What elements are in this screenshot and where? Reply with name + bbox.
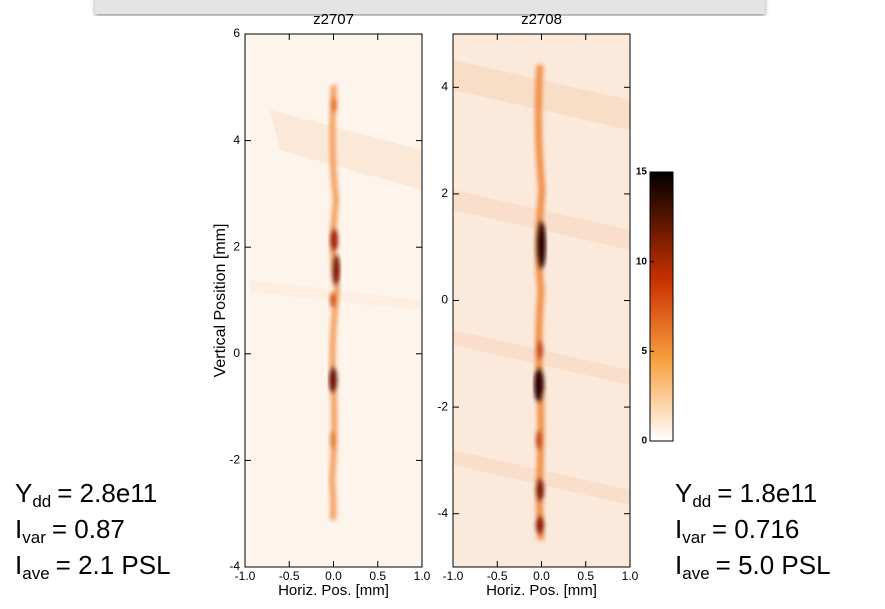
annotation: Ydd = 2.8e11 — [15, 478, 157, 512]
x-tick-label: -1.0 — [235, 569, 256, 583]
annotation-subscript: dd — [32, 492, 51, 511]
colorbar-tick-label: 10 — [636, 256, 648, 267]
x-tick-label: 0.0 — [533, 569, 550, 583]
annotation: Ivar = 0.716 — [675, 514, 799, 548]
annotation-subscript: ave — [22, 564, 49, 583]
annotation-symbol: I — [15, 550, 22, 580]
annotation-value: = 0.716 — [712, 514, 799, 544]
annotation-symbol: Y — [675, 478, 692, 508]
annotation-symbol: I — [675, 514, 682, 544]
panel-title: z2708 — [521, 11, 562, 28]
y-tick-label: -4 — [437, 506, 448, 520]
annotation-value: = 2.1 PSL — [56, 550, 171, 580]
annotation-value: = 5.0 PSL — [716, 550, 831, 580]
y-tick-label: -4 — [229, 559, 240, 573]
y-axis-label: Vertical Position [mm] — [212, 224, 229, 378]
x-axis-label: Horiz. Pos. [mm] — [278, 582, 389, 599]
annotation-subscript: var — [22, 528, 46, 547]
annotation-symbol: I — [675, 550, 682, 580]
annotation-symbol: Y — [15, 478, 32, 508]
y-tick-label: -2 — [437, 399, 448, 413]
y-tick-label: 0 — [233, 346, 240, 360]
x-tick-label: 0.5 — [577, 569, 594, 583]
y-tick-label: -2 — [229, 453, 240, 467]
panel-title: z2707 — [313, 11, 354, 28]
image-1 — [245, 34, 422, 567]
y-tick-label: 4 — [233, 133, 240, 147]
annotation-subscript: var — [682, 528, 706, 547]
x-tick-label: 0.0 — [325, 569, 342, 583]
y-tick-label: 4 — [441, 79, 448, 93]
annotation-value: = 2.8e11 — [57, 478, 157, 508]
colorbar-tick-label: 0 — [641, 436, 647, 447]
annotation: Ivar = 0.87 — [15, 514, 125, 548]
colorbar-tick-label: 15 — [636, 167, 648, 178]
annotation-subscript: dd — [692, 492, 711, 511]
annotation: Iave = 5.0 PSL — [675, 550, 831, 584]
y-tick-label: 0 — [441, 293, 448, 307]
colorbar — [649, 171, 674, 442]
y-tick-label: 6 — [233, 26, 240, 40]
top-bar — [95, 0, 765, 14]
y-tick-label: 2 — [441, 186, 448, 200]
x-tick-label: -0.5 — [279, 569, 300, 583]
annotation: Iave = 2.1 PSL — [15, 550, 171, 584]
annotation-value: = 1.8e11 — [717, 478, 817, 508]
colorbar-tick-label: 5 — [641, 346, 647, 357]
annotation-subscript: ave — [682, 564, 709, 583]
y-tick-label: 2 — [233, 239, 240, 253]
x-tick-label: -0.5 — [487, 569, 508, 583]
annotation: Ydd = 1.8e11 — [675, 478, 817, 512]
x-tick-label: 0.5 — [369, 569, 386, 583]
annotation-value: = 0.87 — [52, 514, 125, 544]
image-2 — [453, 34, 630, 567]
annotation-symbol: I — [15, 514, 22, 544]
x-tick-label: 1.0 — [414, 569, 431, 583]
x-tick-label: 1.0 — [622, 569, 639, 583]
x-tick-label: -1.0 — [443, 569, 464, 583]
x-axis-label: Horiz. Pos. [mm] — [486, 582, 597, 599]
